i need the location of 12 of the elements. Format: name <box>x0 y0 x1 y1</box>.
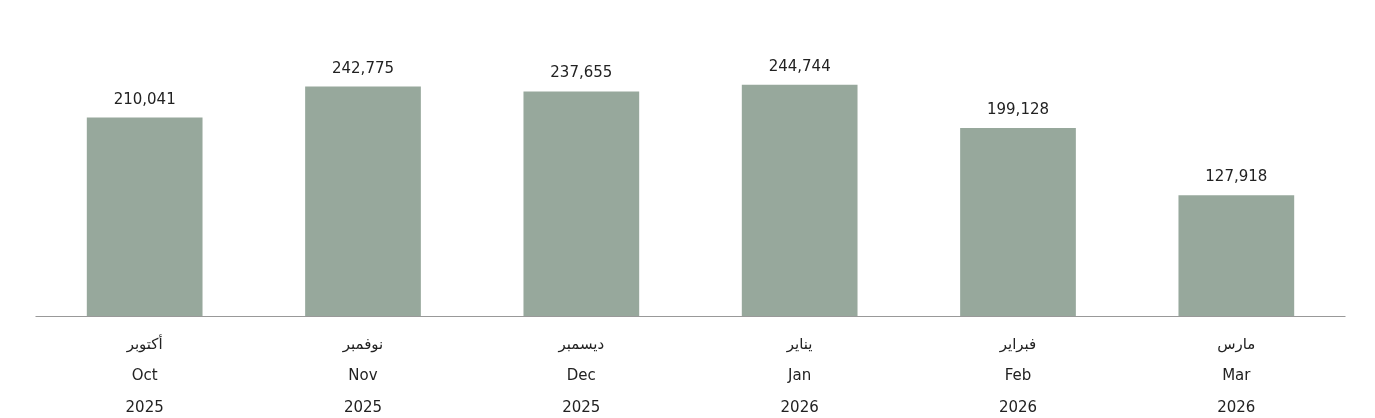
data-label: 127,918 <box>1205 167 1268 186</box>
data-label: 210,041 <box>113 89 176 108</box>
bar <box>86 117 203 317</box>
bar <box>523 91 640 317</box>
bar <box>960 127 1076 317</box>
data-label: 242,775 <box>331 58 395 77</box>
bar <box>1178 195 1295 317</box>
bar <box>741 84 858 317</box>
data-label: 244,744 <box>768 56 831 75</box>
bar <box>305 86 421 317</box>
data-label: 199,128 <box>986 99 1050 118</box>
data-label: 237,655 <box>550 63 613 82</box>
